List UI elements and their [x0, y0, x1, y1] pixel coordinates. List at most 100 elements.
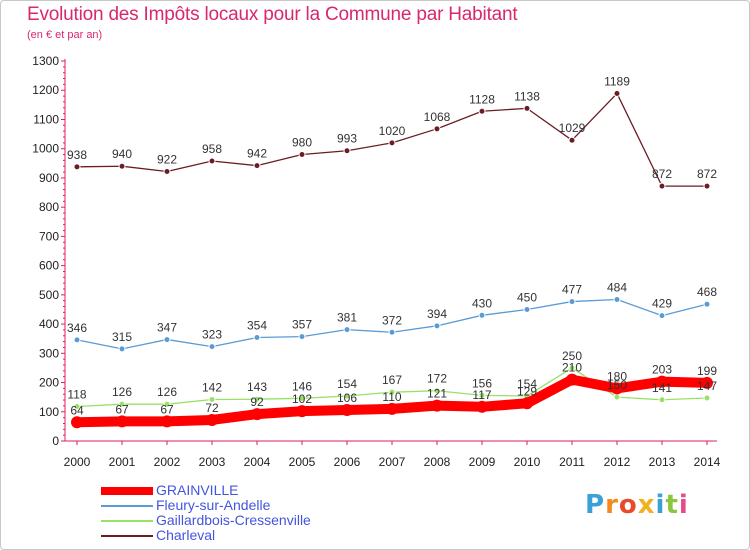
data-point-fleury-sur-andelle: [433, 322, 441, 330]
data-point-charleval: [658, 182, 666, 190]
data-label-fleury-sur-andelle: 323: [202, 328, 222, 342]
data-label-grainville: 129: [517, 384, 537, 398]
x-tick-label: 2002: [154, 455, 181, 469]
data-label-gaillardbois-cressenville: 154: [337, 377, 357, 391]
data-label-gaillardbois-cressenville: 250: [562, 349, 582, 363]
x-tick-label: 2013: [649, 455, 676, 469]
data-label-grainville: 199: [697, 364, 717, 378]
y-tick-label: 400: [39, 317, 59, 331]
data-point-gaillardbois-cressenville: [388, 388, 396, 396]
legend-swatch-fleury-sur-andelle: [101, 505, 153, 507]
data-point-gaillardbois-cressenville: [703, 394, 711, 402]
x-tick-label: 2010: [514, 455, 541, 469]
data-point-charleval: [613, 89, 621, 97]
data-label-fleury-sur-andelle: 372: [382, 313, 402, 327]
data-label-grainville: 117: [472, 388, 491, 402]
data-label-grainville: 180: [607, 369, 627, 383]
data-label-charleval: 1020: [379, 124, 406, 138]
data-label-fleury-sur-andelle: 354: [247, 319, 267, 333]
data-point-gaillardbois-cressenville: [568, 364, 576, 372]
data-point-grainville: [386, 402, 398, 415]
data-point-gaillardbois-cressenville: [163, 400, 171, 408]
data-label-grainville: 121: [427, 387, 447, 401]
y-tick-label: 0: [52, 434, 59, 448]
y-tick-label: 1000: [32, 142, 59, 156]
data-point-fleury-sur-andelle: [253, 334, 261, 342]
data-point-grainville: [656, 375, 668, 388]
data-point-charleval: [208, 157, 216, 165]
data-label-charleval: 1128: [469, 92, 495, 106]
data-point-grainville: [71, 416, 83, 429]
data-label-charleval: 938: [67, 148, 87, 162]
logo-letter: i: [678, 490, 689, 520]
x-tick-label: 2004: [244, 455, 271, 469]
data-label-grainville: 67: [115, 402, 129, 416]
data-label-grainville: 72: [205, 401, 219, 415]
x-tick-label: 2009: [469, 455, 496, 469]
x-tick-label: 2000: [64, 455, 91, 469]
data-point-fleury-sur-andelle: [703, 300, 711, 308]
data-point-fleury-sur-andelle: [478, 311, 486, 319]
data-label-charleval: 940: [112, 147, 132, 161]
data-label-fleury-sur-andelle: 315: [112, 330, 132, 344]
data-label-gaillardbois-cressenville: 150: [607, 378, 627, 392]
y-tick-label: 300: [39, 346, 59, 360]
x-tick-label: 2001: [109, 455, 136, 469]
x-tick-label: 2011: [559, 455, 585, 469]
legend-swatch-grainville: [101, 487, 153, 495]
data-point-grainville: [341, 404, 353, 417]
data-label-grainville: 203: [652, 363, 672, 377]
data-label-grainville: 106: [337, 391, 357, 405]
data-label-fleury-sur-andelle: 347: [157, 321, 177, 335]
data-label-fleury-sur-andelle: 429: [652, 297, 672, 311]
y-tick-label: 100: [39, 405, 59, 419]
data-label-grainville: 67: [160, 402, 174, 416]
data-label-charleval: 922: [157, 152, 177, 166]
proxiti-logo: Proxiti: [585, 490, 689, 520]
data-label-charleval: 1029: [559, 121, 586, 135]
data-point-grainville: [701, 376, 713, 389]
data-point-fleury-sur-andelle: [163, 336, 171, 344]
y-tick-label: 800: [39, 200, 59, 214]
logo-letter: r: [605, 490, 619, 520]
data-label-gaillardbois-cressenville: 126: [157, 385, 177, 399]
data-label-gaillardbois-cressenville: 147: [697, 379, 717, 393]
data-point-gaillardbois-cressenville: [433, 387, 441, 395]
data-point-fleury-sur-andelle: [208, 343, 216, 351]
chart-title: Evolution des Impôts locaux pour la Comm…: [27, 4, 518, 25]
x-tick-label: 2008: [424, 455, 451, 469]
data-label-gaillardbois-cressenville: 154: [517, 377, 537, 391]
x-tick-label: 2007: [379, 455, 406, 469]
legend-swatch-charleval: [101, 535, 153, 537]
logo-letter: i: [655, 490, 666, 520]
data-label-charleval: 942: [247, 147, 267, 161]
data-point-charleval: [298, 151, 306, 159]
data-point-charleval: [163, 167, 171, 175]
data-label-grainville: 110: [382, 390, 401, 404]
data-point-gaillardbois-cressenville: [658, 396, 666, 404]
data-label-fleury-sur-andelle: 357: [292, 318, 312, 332]
data-point-grainville: [566, 373, 578, 386]
y-tick-label: 1100: [33, 112, 59, 126]
data-label-charleval: 993: [337, 132, 357, 146]
data-label-gaillardbois-cressenville: 146: [292, 379, 312, 393]
data-point-charleval: [253, 162, 261, 170]
data-point-gaillardbois-cressenville: [613, 393, 621, 401]
x-tick-label: 2012: [604, 455, 631, 469]
data-label-fleury-sur-andelle: 484: [607, 281, 627, 295]
data-point-grainville: [476, 400, 488, 413]
data-label-fleury-sur-andelle: 346: [67, 321, 87, 335]
data-point-gaillardbois-cressenville: [118, 400, 126, 408]
data-label-charleval: 1068: [424, 110, 451, 124]
data-label-charleval: 958: [202, 142, 222, 156]
y-tick-label: 700: [39, 229, 59, 243]
data-label-grainville: 102: [292, 392, 312, 406]
legend-label-gaillardbois-cressenville: Gaillardbois-Cressenville: [156, 512, 311, 528]
chart-subtitle: (en € et par an): [27, 29, 103, 41]
data-point-charleval: [478, 107, 486, 115]
data-label-grainville: 64: [70, 403, 84, 417]
logo-letter: o: [618, 490, 638, 520]
data-point-charleval: [73, 163, 81, 171]
y-tick-label: 1300: [32, 54, 59, 68]
